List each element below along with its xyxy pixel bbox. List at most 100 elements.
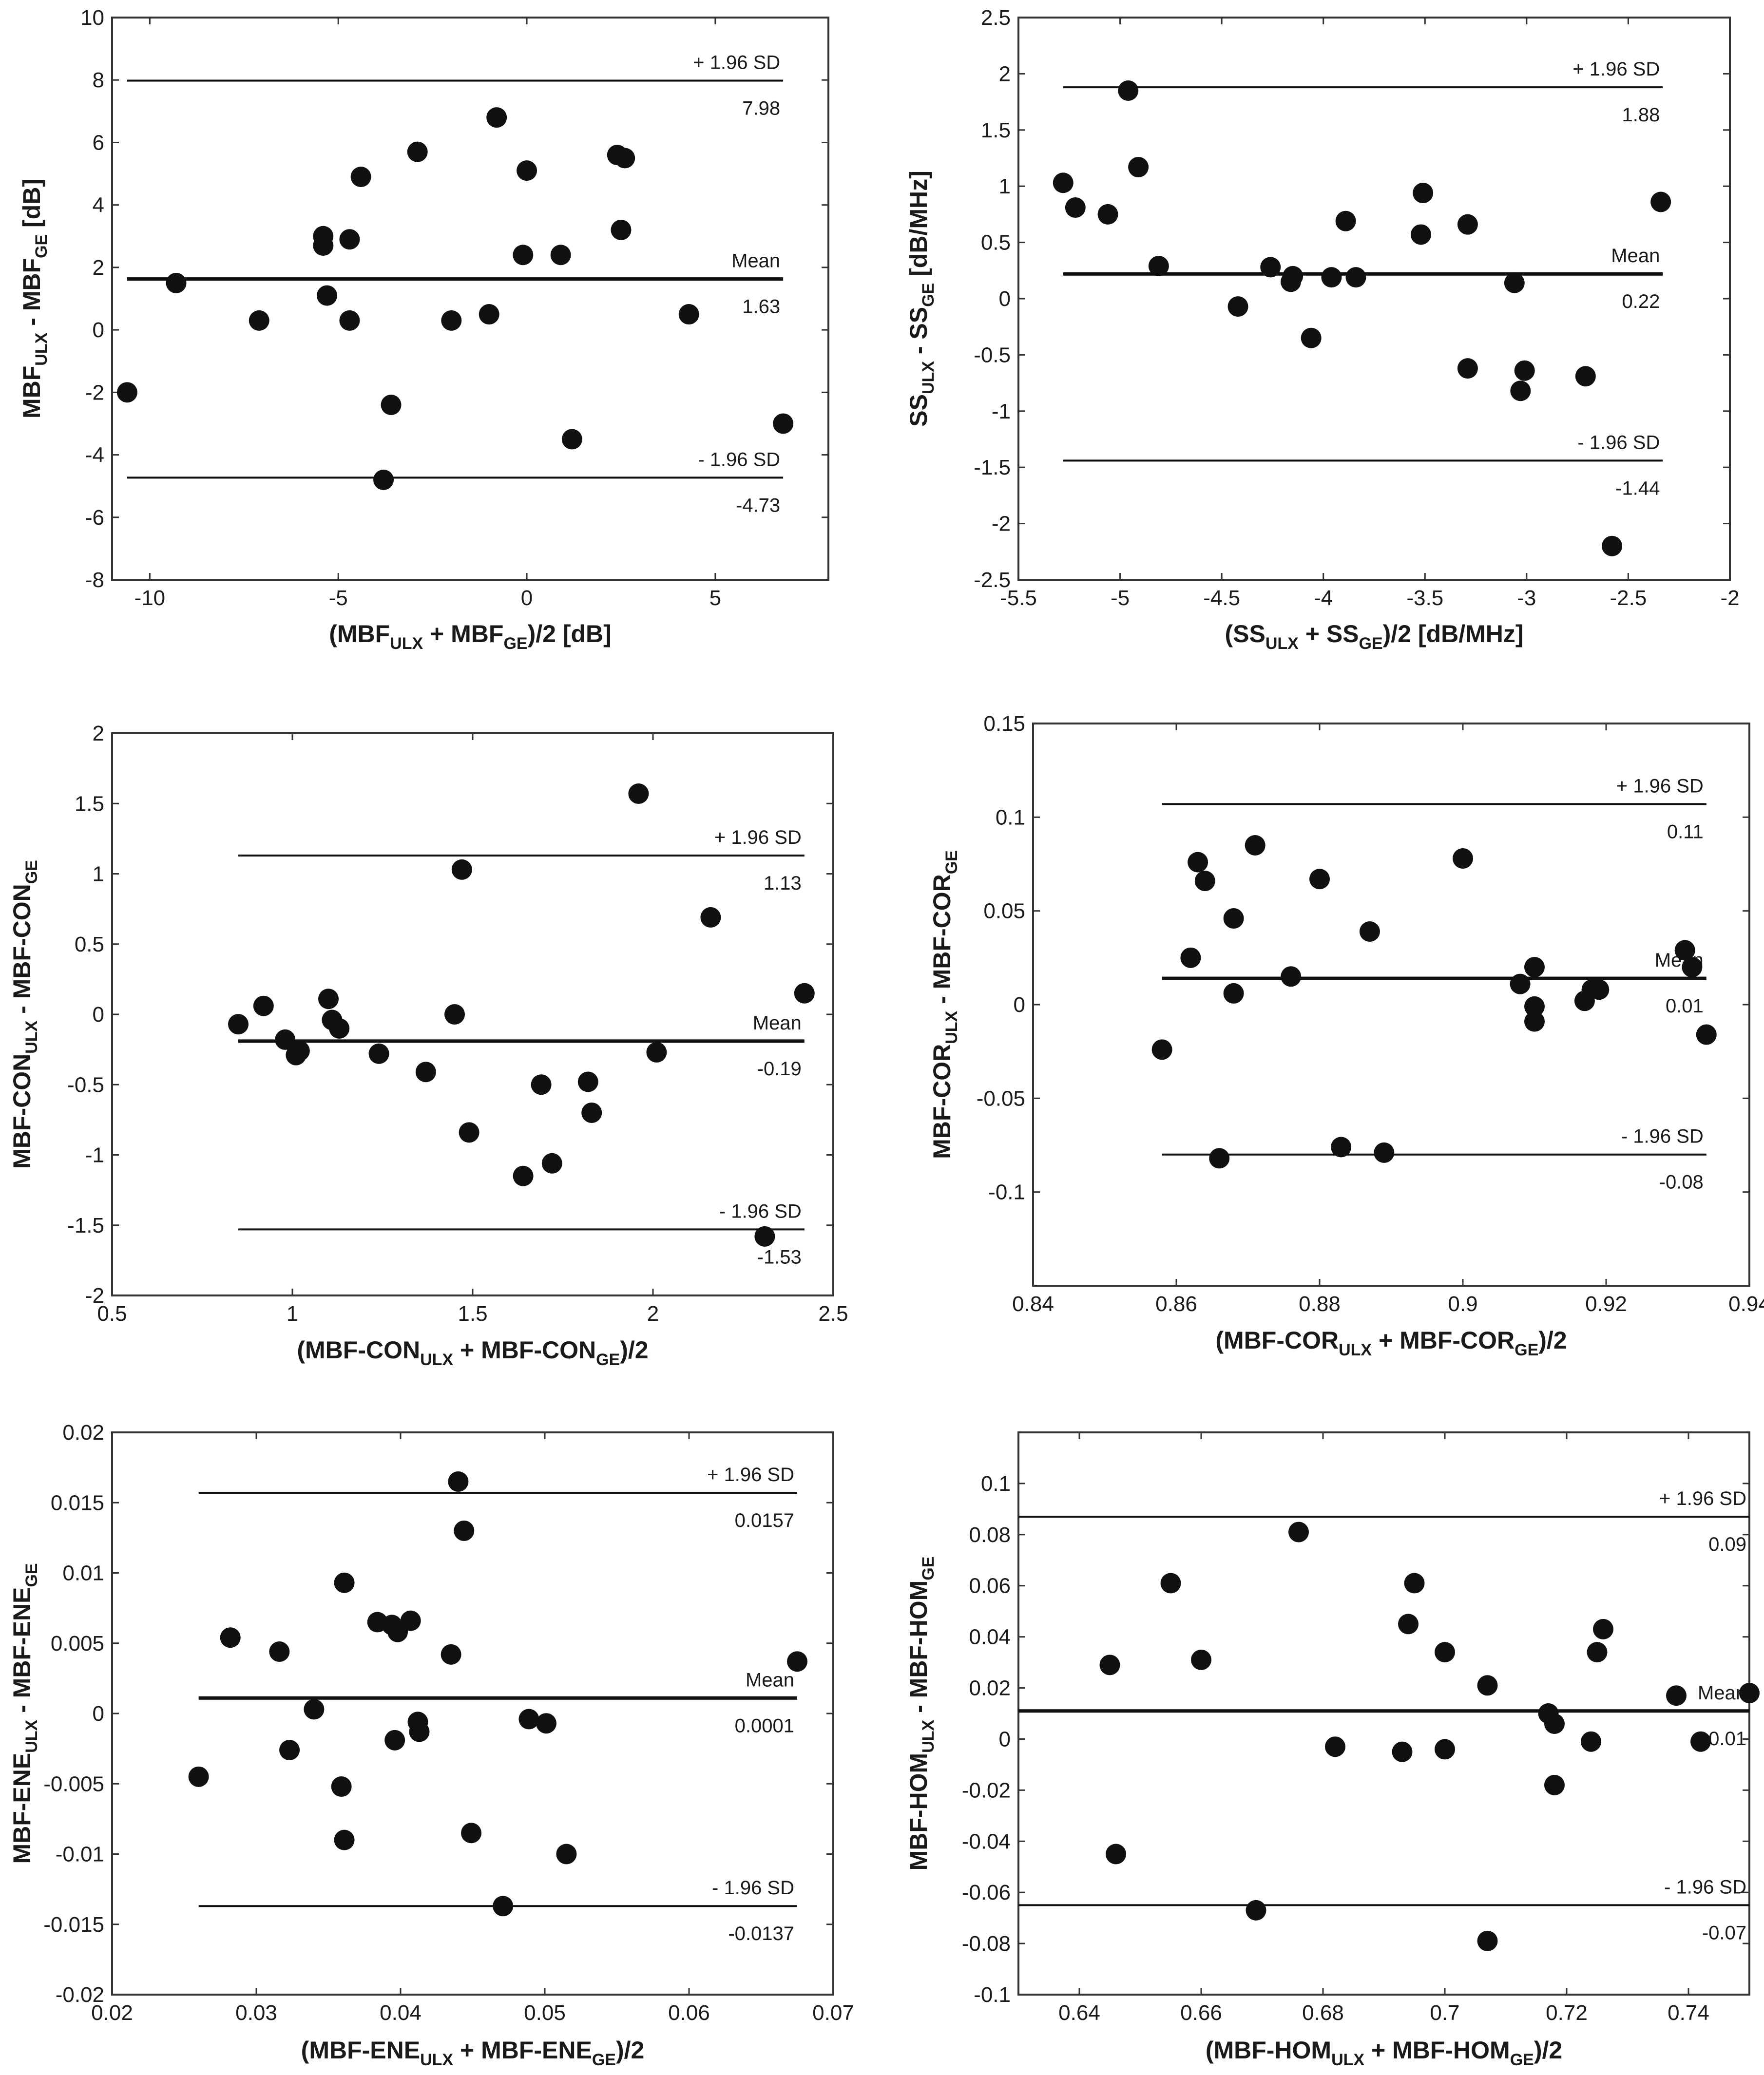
data-point [1674,940,1695,961]
x-tick-label: -5 [329,586,348,610]
y-tick-label: -2 [85,1284,104,1308]
data-point [556,1844,577,1865]
x-tick-label: -10 [134,586,166,610]
data-point [1128,156,1149,177]
y-tick-label: 6 [93,131,104,154]
x-tick-label: -2.5 [1610,586,1647,610]
x-tick-label: 0.05 [524,2001,566,2025]
data-point [1650,191,1671,212]
y-tick-label: 0.04 [969,1625,1011,1649]
chart-con: 0.5 1 1.5 2 2.5 -2 -1.5 -1 -0.5 0 0.5 1 1.5 2 + 1.96… [8,722,848,1369]
data-point [441,310,462,331]
x-tick-label: -2 [1720,586,1739,610]
y-tick-label: -0.01 [56,1843,104,1866]
lower-limit-label: - 1.96 SD [1577,432,1660,453]
data-point [550,245,571,266]
data-points [1099,1522,1760,1951]
data-point [1477,1675,1498,1696]
data-point [279,1740,300,1761]
y-tick-label: -0.05 [977,1086,1025,1110]
y-tick-label: 0.015 [51,1491,104,1515]
data-point [787,1651,807,1672]
data-point [1335,210,1356,231]
data-point [1148,256,1169,277]
mean-label: Mean [1611,245,1660,267]
data-point [678,304,699,325]
x-tick-label: 5 [709,586,721,610]
x-tick-label: 2 [647,1302,659,1326]
x-tick-label: 0.88 [1299,1292,1341,1316]
data-point [1544,1774,1565,1795]
data-point [1544,1713,1565,1734]
y-tick-label: 0.5 [981,231,1011,255]
y-tick-label: 0 [93,1003,104,1027]
data-point [1245,835,1265,856]
y-tick-label: 0 [93,1702,104,1726]
y-tick-label: 2 [93,722,104,745]
data-point [581,1102,602,1123]
data-point [331,1776,352,1797]
y-tick-label: -1 [85,1143,104,1167]
data-point [1191,1649,1211,1670]
data-point [317,285,337,306]
y-tick-label: 1 [93,862,104,886]
lower-limit-label: - 1.96 SD [1664,1876,1746,1898]
data-points [116,107,794,490]
data-point [373,469,394,490]
mean-value: 1.63 [742,296,780,318]
data-point [368,1043,389,1064]
mean-value: 0.01 [1708,1728,1746,1750]
y-tick-label: 0 [999,1727,1011,1751]
data-points [1151,835,1717,1169]
data-point [1099,1655,1120,1675]
y-tick-label: 1 [999,174,1011,198]
y-tick-label: 0.1 [996,805,1025,829]
y-axis-label: MBF-HOMULX - MBF-HOMGE [905,1557,938,1871]
data-point [1404,1573,1425,1594]
mean-label: Mean [1698,1682,1746,1704]
x-axis-label: (MBF-CONULX + MBF-CONGE)/2 [297,1336,648,1369]
data-point [1246,1900,1266,1921]
lower-limit-label: - 1.96 SD [712,1877,794,1899]
x-axis: 0.84 0.86 0.88 0.9 0.92 0.94 [1012,723,1764,1316]
upper-limit-label: + 1.96 SD [1659,1488,1746,1509]
upper-limit-label: + 1.96 SD [693,52,780,74]
data-point [188,1766,209,1787]
data-point [754,1226,775,1247]
y-tick-label: -0.02 [56,1983,104,2007]
x-tick-label: 0.72 [1546,2001,1588,2025]
data-point [1151,1039,1172,1060]
y-tick-label: -6 [85,506,104,530]
plot-frame [1017,1431,1750,1996]
data-point [1283,266,1304,286]
chart-mbf: -10 -5 0 5 -8 -6 -4 -2 0 2 4 6 8 10 + 1.96 SD 7.98 M… [18,6,829,653]
data-point [1666,1685,1687,1706]
data-point [518,1709,539,1730]
data-point [1739,1683,1760,1704]
y-tick-label: -0.02 [962,1778,1011,1802]
upper-limit-label: + 1.96 SD [1616,775,1704,797]
y-tick-label: -2 [992,512,1011,536]
y-tick-label: 0 [93,318,104,342]
x-axis: 0.64 0.66 0.68 0.7 0.72 0.74 [1058,1432,1709,2025]
data-point [448,1471,469,1492]
lower-limit-value: -1.53 [757,1246,802,1268]
x-axis: -10 -5 0 5 [134,18,721,610]
data-point [517,160,537,181]
x-axis: 0.02 0.03 0.04 0.05 0.06 0.07 [91,1432,854,2025]
y-axis: -8 -6 -4 -2 0 2 4 6 8 10 [80,6,828,592]
data-point [459,1122,479,1143]
lower-limit-label: - 1.96 SD [698,449,780,470]
x-axis-label: (MBF-HOMULX + MBF-HOMGE)/2 [1206,2037,1562,2069]
data-point [577,1071,598,1092]
y-axis-label: MBFULX - MBFGE [dB] [18,179,51,419]
x-axis-label: (MBFULX + MBFGE)/2 [dB] [329,620,612,653]
x-tick-label: -3 [1517,586,1536,610]
data-point [334,1572,355,1593]
data-point [454,1520,475,1541]
data-point [451,859,472,880]
plot-frame [111,1431,834,1996]
y-tick-label: 0.1 [981,1472,1011,1496]
data-point [1435,1642,1455,1663]
y-tick-label: 0 [999,287,1011,311]
